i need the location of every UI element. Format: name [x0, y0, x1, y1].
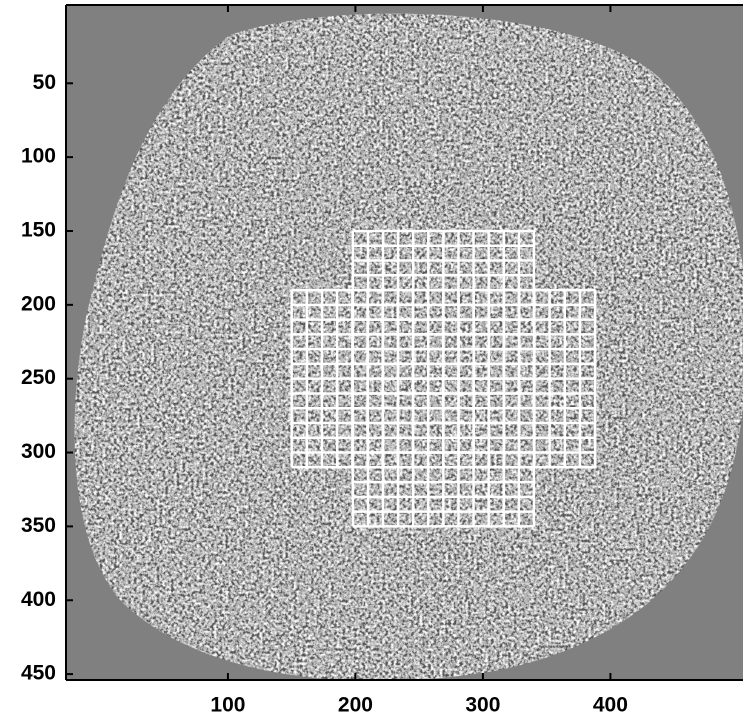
overlay — [290, 229, 597, 528]
x-tick-label: 300 — [465, 694, 500, 717]
y-tick-label: 300 — [21, 440, 56, 463]
x-tick-label: 100 — [210, 694, 245, 717]
image-disk — [74, 13, 743, 680]
y-tick-label: 350 — [21, 514, 56, 537]
y-tick-label: 100 — [21, 145, 56, 168]
x-tick-label: 200 — [338, 694, 373, 717]
x-tick-label: 400 — [593, 694, 628, 717]
y-tick-label: 450 — [21, 662, 56, 685]
y-tick-label: 200 — [21, 292, 56, 315]
y-tick-label: 150 — [21, 219, 56, 242]
y-tick-label: 50 — [33, 71, 56, 94]
y-tick-label: 250 — [21, 366, 56, 389]
image-texture — [74, 13, 743, 680]
y-tick-label: 400 — [21, 588, 56, 611]
